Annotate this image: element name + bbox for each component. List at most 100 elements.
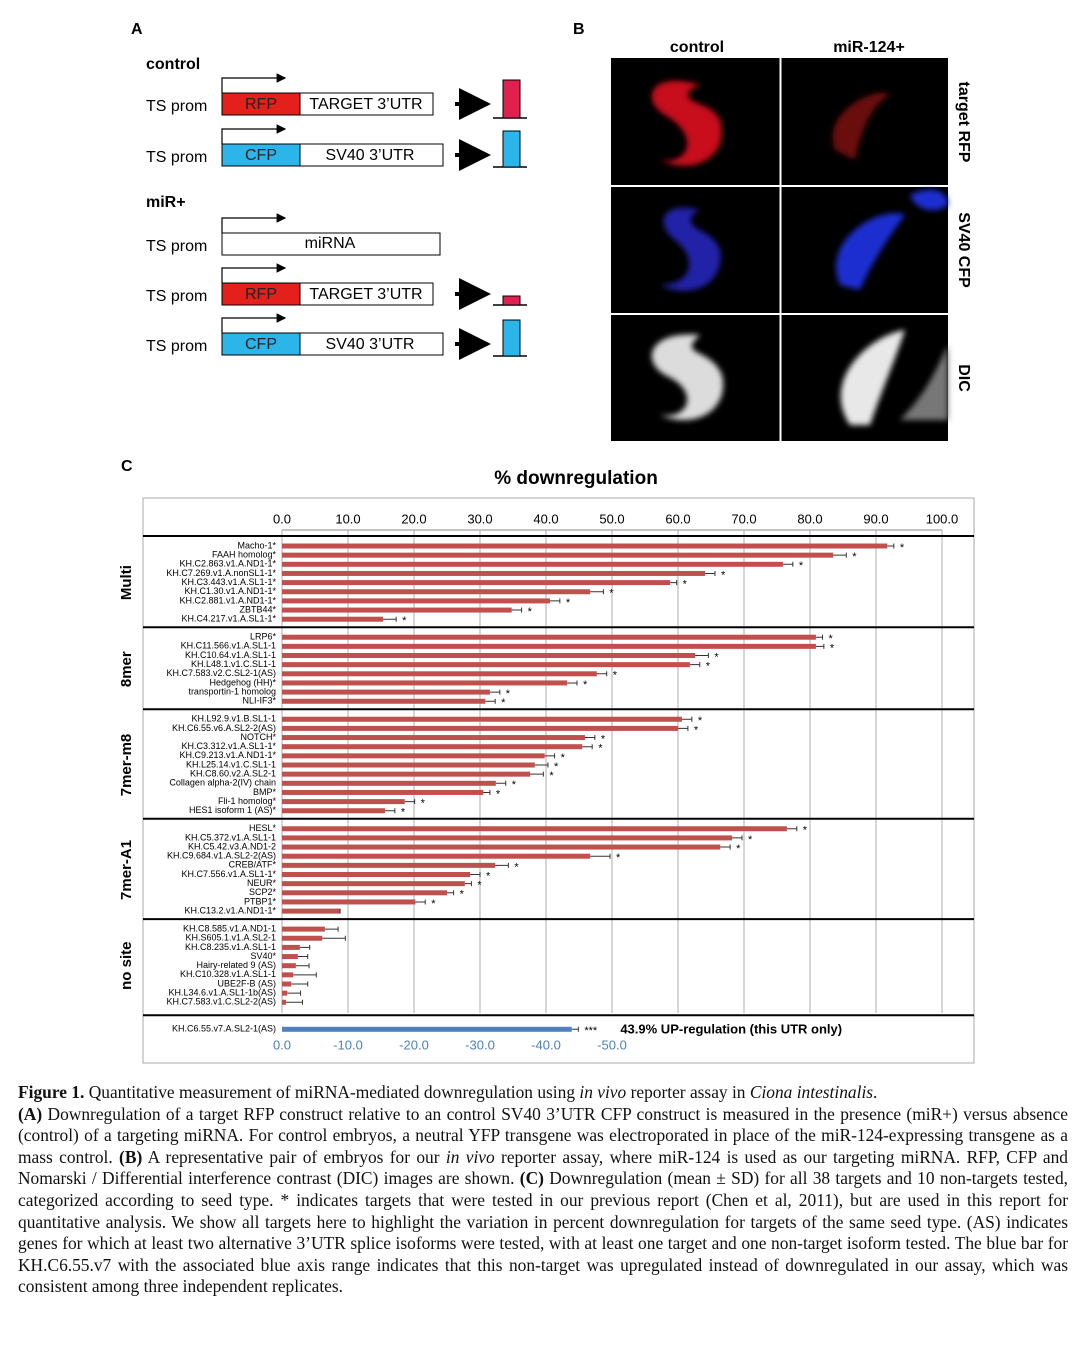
caption-run: .	[873, 1082, 878, 1102]
significance-marker: *	[477, 880, 482, 892]
x2-tick-label: -20.0	[399, 1037, 429, 1052]
bar	[282, 835, 733, 841]
utr-box	[299, 282, 434, 306]
bar	[282, 735, 585, 741]
significance-marker: *	[496, 788, 501, 800]
significance-marker: *	[714, 651, 719, 663]
category-label: NEUR*	[247, 878, 277, 888]
category-label: Hedgehog (HH)*	[209, 677, 276, 687]
figure: A control miR+ TS prom RFP TARGET 3’UTR …	[118, 21, 975, 1064]
panel-a: A control miR+ TS prom RFP TARGET 3’UTR …	[131, 21, 527, 360]
utr-box	[299, 92, 434, 116]
bar	[282, 908, 341, 914]
gene: RFP	[245, 286, 277, 303]
category-label: Hairy-related 9 (AS)	[196, 960, 276, 970]
significance-marker: *	[698, 715, 703, 727]
bar	[282, 698, 486, 704]
category-label: KH.S605.1.v1.A.SL2-1	[185, 933, 276, 943]
promoter: TS prom	[146, 238, 207, 255]
category-label: KH.C11.566.v1.A.SL1-1	[181, 641, 276, 651]
category-label: KH.C6.55.v6.A.SL2-2(AS)	[172, 723, 276, 733]
x-tick-label: 60.0	[665, 511, 690, 526]
category-label: KH.L25.14.v1.C.SL1-1	[186, 759, 276, 769]
bar	[282, 972, 294, 978]
error-bar	[567, 680, 578, 686]
category-label: KH.C8.585.v1.A.ND1-1	[183, 923, 276, 933]
error-bar	[447, 890, 455, 896]
caption-run: (C)	[519, 1168, 544, 1189]
caption-run: A representative pair of embryos for our	[142, 1146, 446, 1167]
significance-marker: *	[900, 542, 905, 554]
panel-c: C % downregulation 0.0 10.0 20.0 30.0 40.0 50…	[118, 458, 975, 1064]
category-label: KH.C5.372.v1.A.SL1-1	[185, 832, 276, 842]
error-bar	[596, 671, 608, 677]
significance-marker: *	[748, 834, 753, 846]
error-bar	[293, 972, 317, 978]
bar	[282, 561, 783, 567]
caption-run: Downregulation (mean ± SD) for all 38 ta…	[18, 1168, 1068, 1297]
bar	[282, 826, 787, 832]
error-bar	[732, 835, 743, 841]
caption-run: Quantitative measurement of miRNA-mediat…	[84, 1082, 580, 1102]
promoter: TS prom	[146, 98, 207, 115]
error-bar	[489, 689, 501, 695]
significance-marker: *	[401, 807, 406, 819]
category-label: HESL*	[249, 823, 277, 833]
error-bar	[322, 935, 346, 941]
x-tick-label: 100.0	[926, 511, 959, 526]
x-tick-label: 80.0	[797, 511, 822, 526]
category-label: KH.C7.556.v1.A.SL1-1*	[181, 869, 276, 879]
significance-marker: *	[799, 560, 804, 572]
error-bar	[681, 716, 693, 722]
error-bar	[534, 762, 549, 768]
significance-marker: *	[852, 551, 857, 563]
bar	[282, 653, 696, 658]
category-label: SV40*	[250, 951, 276, 961]
category-label: PTBP1*	[244, 896, 277, 906]
bar	[282, 725, 678, 731]
bar	[282, 607, 512, 613]
utr: TARGET 3’UTR	[309, 96, 422, 113]
bar	[282, 570, 706, 576]
caption-title: Figure 1. Quantitative measurement of mi…	[18, 1082, 1068, 1104]
error-bar	[887, 543, 895, 549]
significance-marker: *	[431, 898, 436, 910]
bar	[282, 643, 816, 649]
bar	[282, 862, 496, 868]
bar	[282, 671, 597, 677]
promoter: TS prom	[146, 149, 207, 166]
utr: SV40 3’UTR	[326, 336, 415, 353]
significance-marker: *	[554, 761, 559, 773]
category-label: ZBTB44*	[239, 604, 276, 614]
caption-run: Ciona intestinalis	[749, 1082, 874, 1102]
x-tick-label: 20.0	[401, 511, 426, 526]
significance-marker: *	[609, 588, 614, 600]
caption-run: in vivo	[445, 1146, 495, 1167]
error-bar	[415, 899, 426, 905]
significance-marker: *	[830, 642, 835, 654]
promoter: TS prom	[146, 338, 207, 355]
bar	[282, 689, 490, 695]
bar	[282, 872, 471, 877]
category-label: KH.C10.64.v1.A.SL1-1	[185, 650, 276, 660]
panel-label: A	[131, 21, 143, 38]
significance-marker: *	[583, 679, 588, 691]
error-bar	[584, 735, 596, 741]
category-label: KH.C7.583.v1.C.SL2-2(AS)	[166, 997, 276, 1007]
error-bar	[291, 981, 309, 987]
category-label: KH.C13.2.v1.A.ND1-1*	[184, 905, 276, 915]
panel-b: B control miR-124+ target RFP SV40 CFP D…	[573, 21, 972, 441]
construct: TS prom CFP SV40 3’UTR	[146, 124, 527, 171]
row-label: target RFP	[955, 82, 972, 163]
error-bar	[483, 789, 491, 795]
error-bar	[324, 926, 339, 932]
error-bar	[495, 780, 507, 786]
gene: RFP	[245, 96, 277, 113]
annotation: 43.9% UP-regulation (this UTR only)	[620, 1022, 842, 1037]
chart-frame	[142, 497, 975, 1064]
category-label: HES1 isoform 1 (AS)*	[189, 805, 277, 815]
promoter: TS prom	[146, 288, 207, 305]
x-tick-label: 50.0	[599, 511, 624, 526]
x-tick-label: 90.0	[863, 511, 888, 526]
significance-marker: *	[460, 889, 465, 901]
